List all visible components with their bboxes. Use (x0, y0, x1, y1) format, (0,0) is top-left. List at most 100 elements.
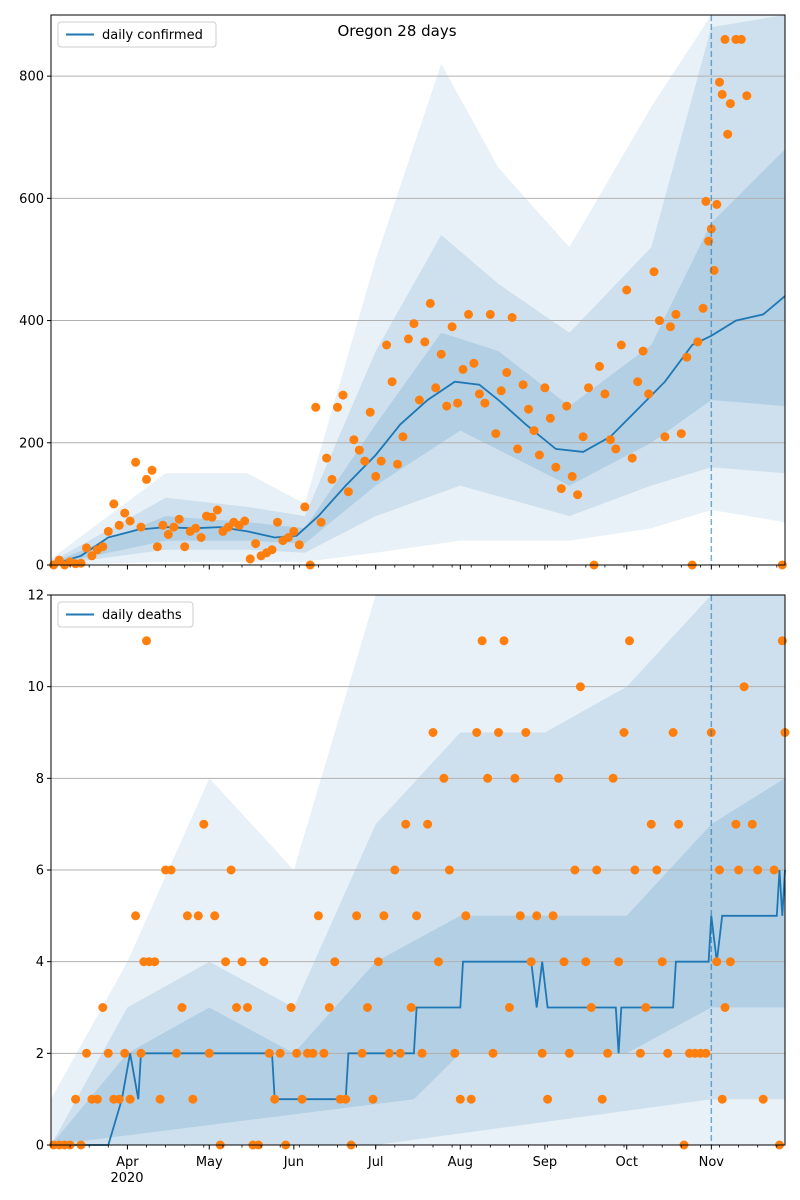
deaths-observed-point (275, 1048, 285, 1058)
confirmed-observed-point (327, 474, 337, 484)
confirmed-observed-point (551, 462, 561, 472)
deaths-observed-point (543, 1094, 553, 1104)
deaths-observed-point (701, 1048, 711, 1058)
deaths-observed-point (182, 911, 192, 921)
deaths-observed-point (264, 1048, 274, 1058)
deaths-observed-point (172, 1048, 181, 1058)
confirmed-observed-point (360, 456, 370, 466)
confirmed-observed-point (556, 484, 566, 494)
deaths-observed-point (674, 819, 684, 829)
confirmed-y-tick-label: 400 (19, 314, 44, 329)
confirmed-observed-point (376, 456, 386, 466)
deaths-observed-point (120, 1048, 130, 1058)
deaths-observed-point (472, 728, 482, 737)
deaths-observed-point (758, 1094, 768, 1104)
deaths-observed-point (455, 1094, 465, 1104)
confirmed-observed-point (169, 522, 179, 532)
confirmed-observed-point (191, 523, 201, 533)
deaths-observed-point (103, 1048, 113, 1058)
confirmed-observed-point (109, 499, 119, 509)
confirmed-median (50, 295, 786, 566)
deaths-observed-point (150, 957, 160, 967)
confirmed-observed-point (409, 319, 419, 329)
deaths-observed-point (646, 819, 656, 829)
confirmed-observed-point (655, 316, 664, 326)
confirmed-panel: 0 200 400 600 800 daily confirmed Oregon 28 … (19, 14, 787, 574)
deaths-observed-point (614, 957, 624, 967)
confirmed-observed-point (163, 529, 173, 539)
deaths-observed-point (769, 865, 779, 875)
confirmed-observed-point (742, 91, 752, 101)
deaths-observed-point (363, 1003, 372, 1012)
confirmed-observed-point (289, 526, 299, 536)
deaths-observed-point (434, 957, 443, 967)
confirmed-observed-point (496, 386, 506, 396)
confirmed-observed-point (354, 445, 364, 455)
deaths-observed-point (494, 728, 503, 737)
deaths-observed-point (747, 819, 757, 829)
deaths-observed-point (717, 1094, 727, 1104)
deaths-observed-point (652, 865, 662, 875)
confirmed-observed-point (507, 313, 517, 322)
confirmed-observed-point (706, 224, 716, 234)
deaths-observed-point (199, 819, 209, 829)
confirmed-observed-point (682, 352, 692, 362)
confirmed-observed-point (365, 407, 375, 417)
confirmed-observed-point (464, 309, 473, 319)
deaths-legend-box (57, 601, 194, 628)
confirmed-observed-point (316, 517, 326, 527)
confirmed-observed-point (343, 487, 353, 497)
deaths-x-tick-label: Apr (116, 1155, 139, 1170)
confirmed-observed-point (425, 298, 435, 308)
confirmed-observed-point (333, 402, 342, 412)
deaths-observed-point (581, 957, 591, 967)
confirmed-legend: daily confirmed (57, 21, 217, 48)
deaths-observed-point (510, 773, 520, 783)
deaths-y-tick-label: 10 (27, 680, 44, 695)
deaths-y-tick-label: 8 (36, 772, 44, 787)
deaths-observed-point (412, 911, 422, 921)
confirmed-observed-point (393, 459, 402, 469)
deaths-observed-point (114, 1094, 124, 1104)
confirmed-observed-point (485, 309, 495, 319)
confirmed-observed-point (87, 551, 97, 561)
confirmed-observed-point (469, 358, 479, 368)
deaths-x-tick-label: Jun (283, 1155, 304, 1170)
confirmed-observed-point (180, 542, 190, 552)
deaths-observed-point (461, 911, 471, 921)
deaths-observed-point (739, 682, 749, 692)
confirmed-observed-point (387, 377, 397, 387)
confirmed-observed-point (701, 196, 711, 206)
confirmed-y-tick-label: 0 (36, 559, 44, 574)
confirmed-observed-point (513, 444, 523, 454)
confirmed-observed-point (273, 517, 282, 527)
deaths-observed-point (384, 1048, 394, 1058)
confirmed-observed-point (174, 514, 184, 524)
confirmed-observed-point (660, 432, 670, 442)
deaths-x-tick-label: Jul (367, 1155, 384, 1170)
deaths-observed-point (668, 728, 678, 737)
deaths-observed-point (548, 911, 558, 921)
confirmed-observed-point (491, 429, 501, 439)
confirmed-observed-point (152, 542, 162, 552)
confirmed-observed-point (665, 322, 675, 332)
deaths-observed-point (439, 773, 449, 783)
deaths-observed-point (401, 819, 411, 829)
confirmed-observed-point (300, 502, 310, 512)
deaths-observed-point (131, 911, 141, 921)
deaths-observed-point (71, 1094, 81, 1104)
deaths-observed-point (537, 1048, 547, 1058)
confirmed-observed-point (540, 383, 550, 393)
deaths-observed-point (259, 957, 269, 967)
deaths-observed-point (177, 1003, 187, 1012)
x-axis-year-label: 2020 (110, 1171, 143, 1186)
deaths-x-tick-label: Sep (533, 1155, 558, 1170)
deaths-observed-point (635, 1048, 645, 1058)
confirmed-observed-point (545, 413, 555, 423)
confirmed-observed-point (736, 34, 746, 44)
confirmed-observed-point (474, 389, 484, 399)
deaths-observed-point (155, 1094, 165, 1104)
deaths-observed-point (521, 728, 531, 737)
confirmed-observed-point (442, 401, 452, 411)
